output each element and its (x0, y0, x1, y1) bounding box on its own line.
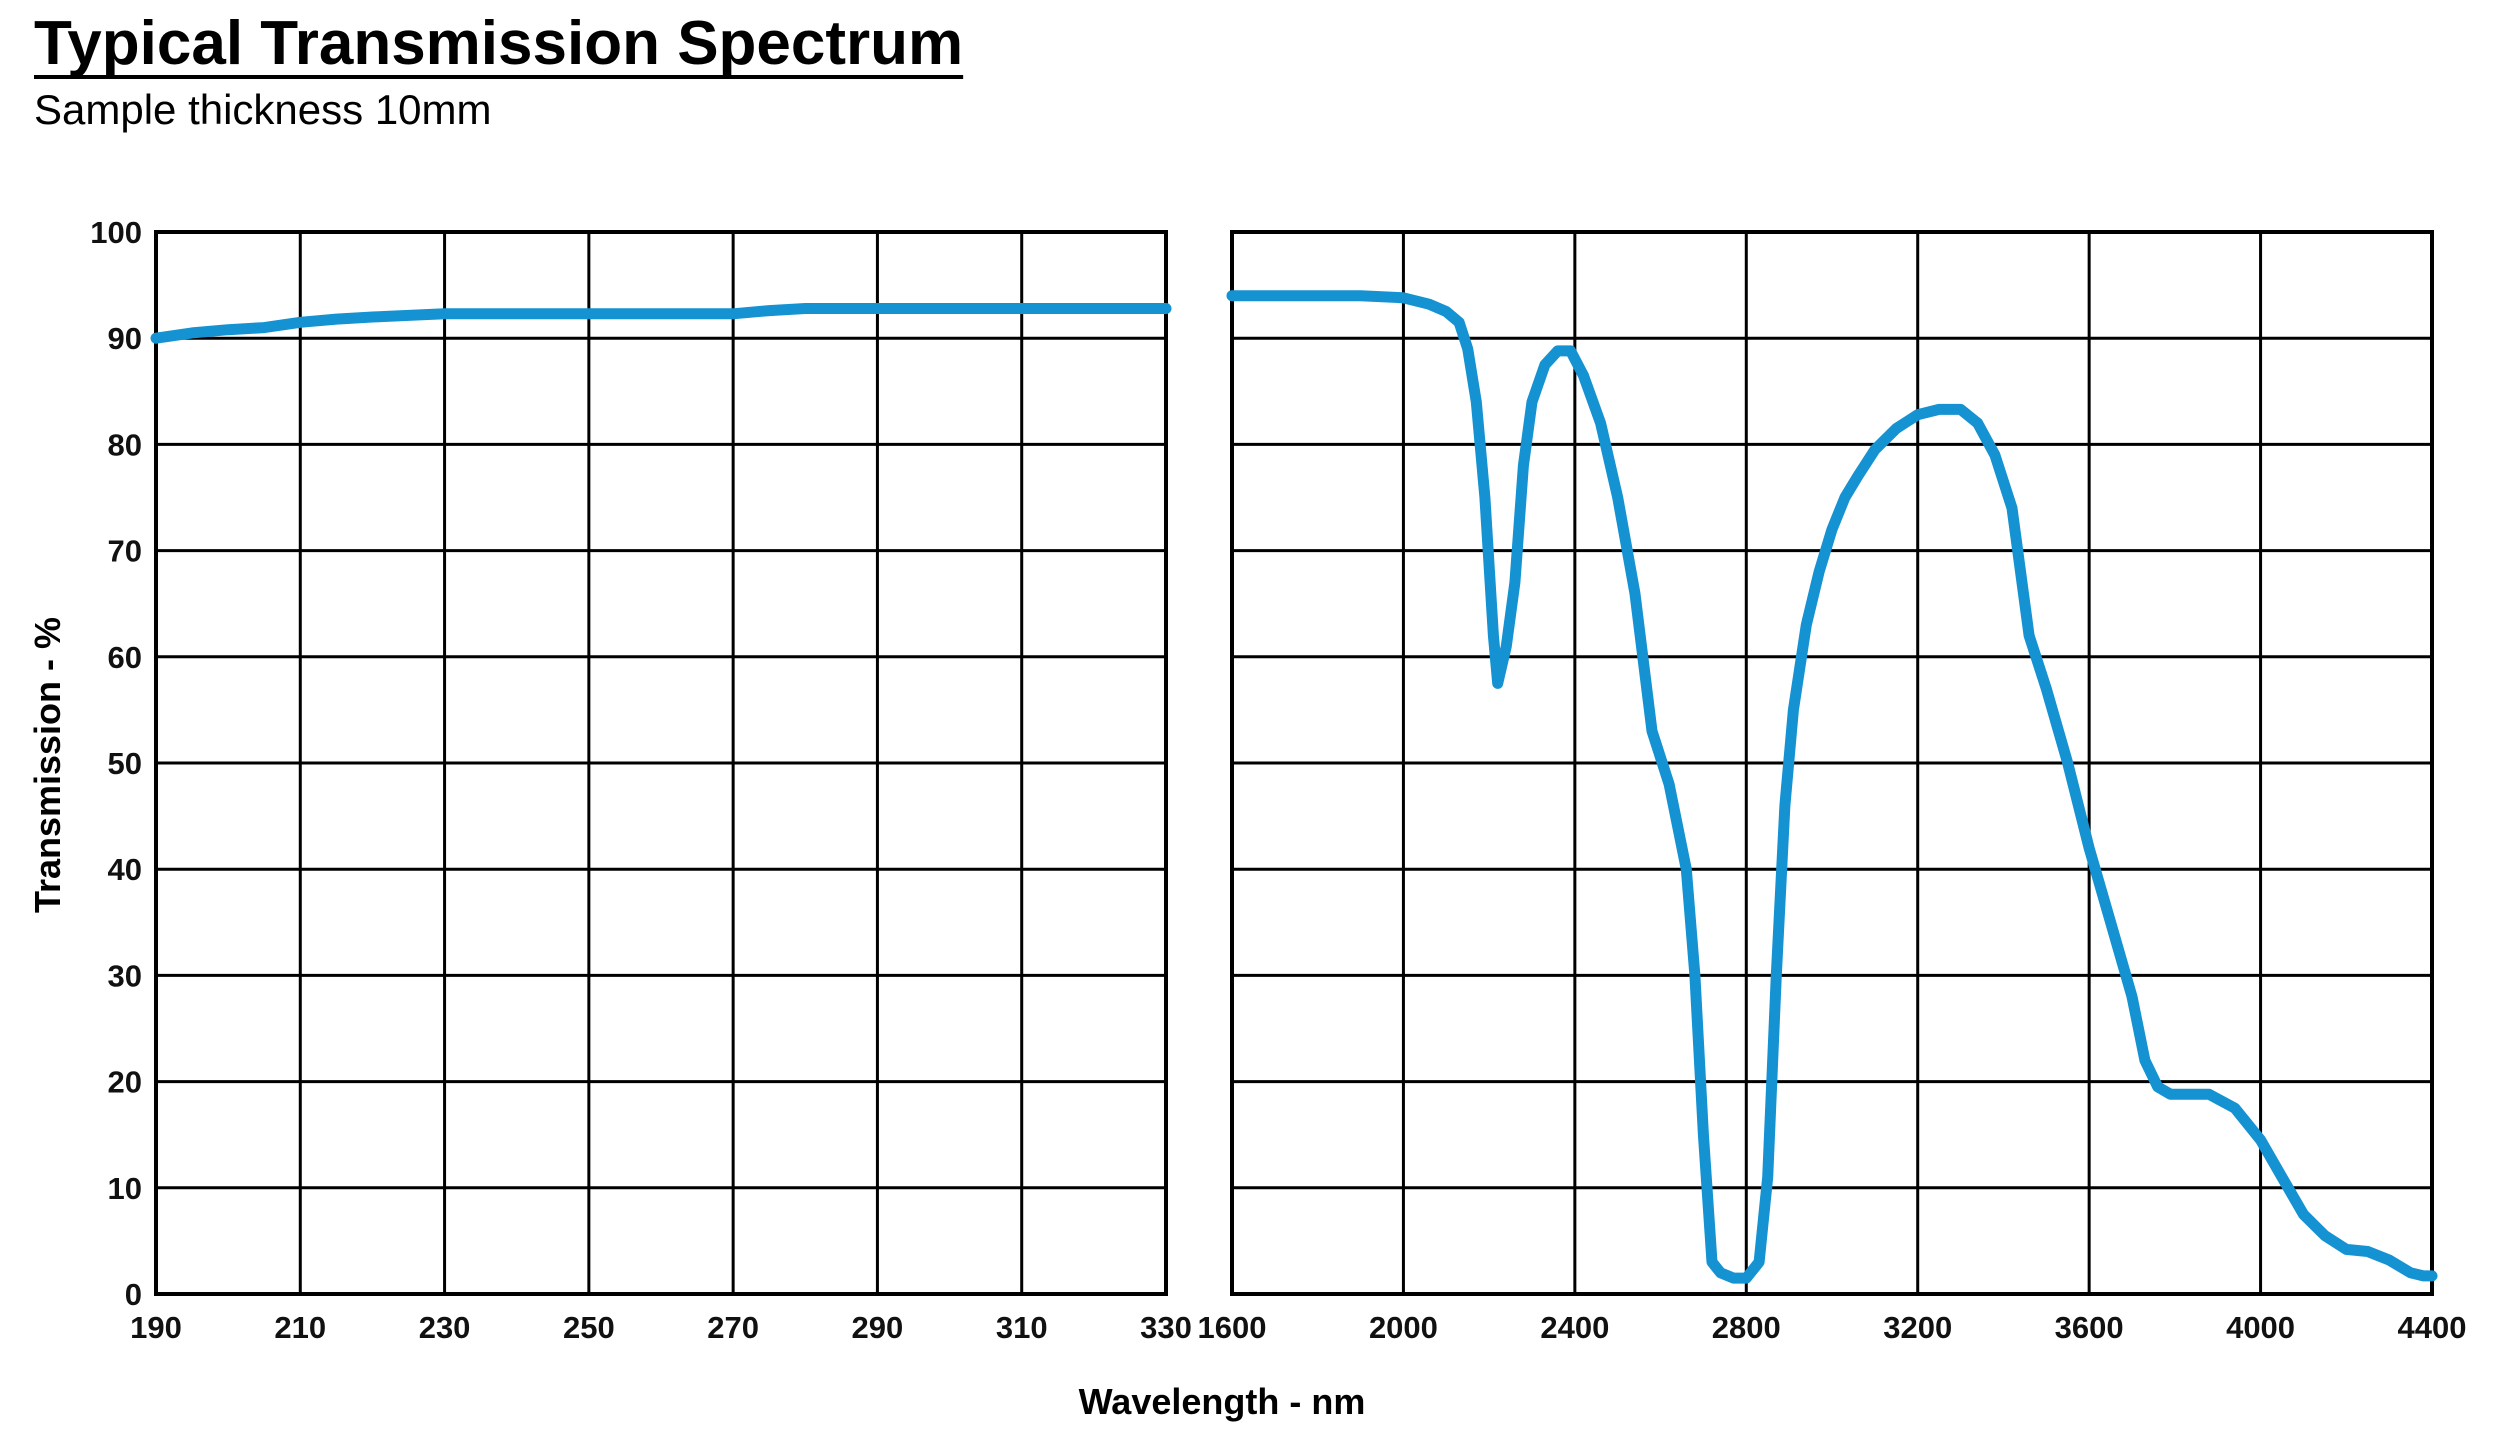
transmission-curve (1226, 290, 2438, 1284)
x-tick-label: 230 (419, 1310, 471, 1345)
y-tick-label: 80 (108, 427, 142, 462)
x-tick-label: 330 (1140, 1310, 1192, 1345)
x-tick-label: 2400 (1540, 1310, 1609, 1345)
chart-subtitle: Sample thickness 10mm (34, 86, 492, 133)
transmission-curve (150, 303, 1172, 344)
y-tick-label: 0 (125, 1277, 142, 1312)
x-axis-label: Wavelength - nm (1079, 1381, 1366, 1422)
y-tick-label: 60 (108, 640, 142, 675)
chart-title: Typical Transmission Spectrum (34, 9, 963, 78)
x-tick-label: 4400 (2398, 1310, 2467, 1345)
plot-frame (154, 230, 1168, 1296)
y-tick-label: 100 (90, 215, 142, 250)
plot-frame (1230, 230, 2434, 1296)
y-tick-label: 90 (108, 321, 142, 356)
x-tick-label: 4000 (2226, 1310, 2295, 1345)
y-tick-label: 50 (108, 746, 142, 781)
x-tick-label: 290 (852, 1310, 904, 1345)
x-tick-label: 190 (130, 1310, 182, 1345)
x-tick-label: 270 (707, 1310, 759, 1345)
x-tick-label: 310 (996, 1310, 1048, 1345)
y-tick-label: 10 (108, 1171, 142, 1206)
x-tick-label: 3600 (2055, 1310, 2124, 1345)
x-tick-label: 210 (274, 1310, 326, 1345)
y-axis-label: Transmission - % (27, 617, 68, 913)
x-tick-label: 3200 (1883, 1310, 1952, 1345)
uv-panel: 190 210 230 250 270 290 310 330 0 10 20 30 40 50 60 70 8… (90, 215, 1192, 1345)
x-tick-label: 250 (563, 1310, 615, 1345)
ir-panel: 1600 2000 2400 2800 3200 3600 4000 4400 (1198, 230, 2467, 1345)
y-tick-label: 30 (108, 958, 142, 993)
y-tick-label: 20 (108, 1065, 142, 1100)
x-tick-label: 2800 (1712, 1310, 1781, 1345)
x-tick-label: 2000 (1369, 1310, 1438, 1345)
x-tick-label: 1600 (1198, 1310, 1267, 1345)
y-tick-label: 40 (108, 852, 142, 887)
y-tick-label: 70 (108, 534, 142, 569)
